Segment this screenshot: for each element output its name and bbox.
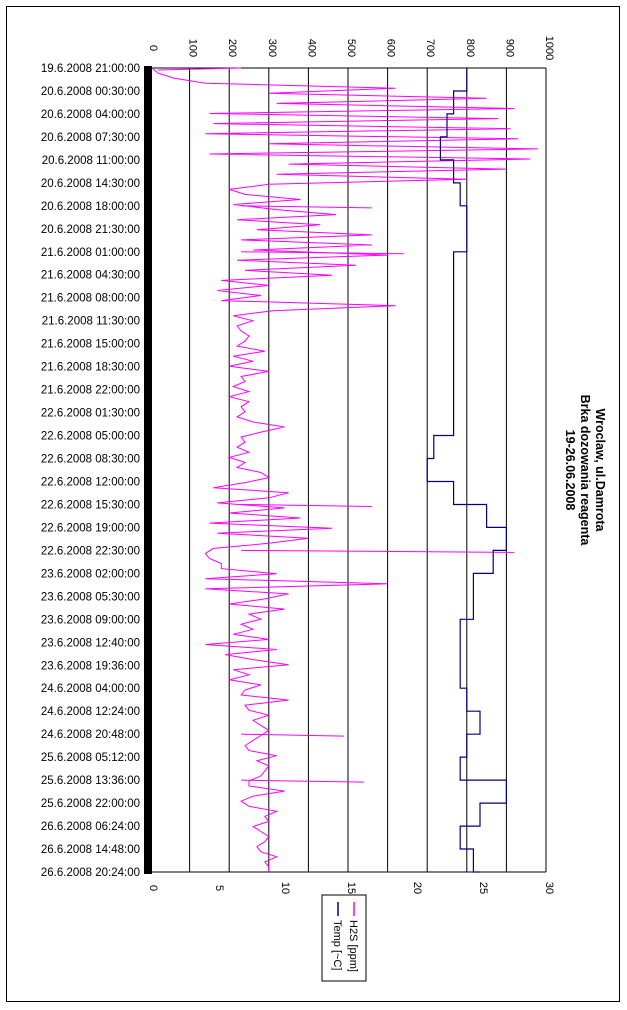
x-tick-label: 20.6.2008 14:30:00 — [41, 178, 140, 190]
x-tick-label: 26.6.2008 20:24:00 — [41, 867, 140, 879]
series-temp-line — [426, 68, 507, 873]
y-secondary-tick-label: 25 — [477, 882, 489, 894]
x-tick-label: 20.6.2008 11:00:00 — [42, 155, 140, 167]
y-secondary-tick-label: 10 — [279, 882, 291, 894]
x-tick-label: 21.6.2008 22:00:00 — [41, 385, 140, 397]
x-tick-label: 20.6.2008 18:00:00 — [41, 201, 140, 213]
x-tick-label: 23.6.2008 02:00:00 — [41, 568, 140, 580]
y-primary-tick-label: 500 — [345, 39, 357, 57]
x-tick-label: 22.6.2008 01:30:00 — [41, 408, 140, 420]
y-primary-tick-label: 800 — [464, 39, 476, 57]
y-secondary-tick-label: 20 — [411, 882, 423, 894]
y-primary-tick-label: 400 — [305, 39, 317, 57]
y-primary-tick-label: 900 — [503, 39, 515, 57]
y-secondary-tick-label: 5 — [213, 885, 225, 891]
chart-frame — [6, 6, 620, 1002]
series-h2s-spike — [241, 205, 372, 209]
series-h2s-spike — [241, 549, 515, 553]
x-tick-label: 20.6.2008 00:30:00 — [41, 86, 140, 98]
x-tick-label: 22.6.2008 19:00:00 — [41, 522, 140, 534]
series-h2s-spike — [241, 503, 372, 507]
legend-label: H2S [ppm] — [347, 920, 359, 972]
x-tick-label: 24.6.2008 12:24:00 — [41, 706, 140, 718]
chart-title-line: Brka dozowania reagenta — [578, 395, 592, 547]
x-tick-label: 24.6.2008 04:00:00 — [41, 683, 140, 695]
x-tick-label: 21.6.2008 11:30:00 — [42, 316, 140, 328]
series-h2s-spike — [157, 67, 242, 71]
series-h2s-spike — [241, 251, 404, 255]
legend-box — [321, 894, 367, 982]
x-tick-label: 25.6.2008 13:36:00 — [41, 775, 140, 787]
x-tick-label: 21.6.2008 04:30:00 — [41, 270, 140, 282]
x-tick-label: 20.6.2008 07:30:00 — [41, 132, 140, 144]
x-tick-label: 22.6.2008 22:30:00 — [41, 545, 140, 557]
x-tick-label: 22.6.2008 08:30:00 — [41, 454, 140, 466]
y-primary-tick-label: 700 — [424, 39, 436, 57]
x-tick-label: 19.6.2008 21:00:00 — [41, 63, 140, 75]
x-tick-label: 26.6.2008 06:24:00 — [41, 821, 140, 833]
x-tick-label: 25.6.2008 05:12:00 — [41, 752, 140, 764]
x-tick-label: 23.6.2008 09:00:00 — [41, 614, 140, 626]
y-primary-tick-label: 600 — [385, 39, 397, 57]
y-primary-tick-label: 200 — [226, 39, 238, 57]
x-tick-label: 21.6.2008 08:00:00 — [41, 293, 140, 305]
y-secondary-tick-label: 0 — [147, 885, 159, 891]
series-h2s-spike — [241, 779, 364, 783]
x-tick-label: 24.6.2008 20:48:00 — [41, 729, 140, 741]
series-h2s-spike — [241, 733, 345, 737]
series-h2s-line — [151, 67, 539, 872]
x-tick-label: 25.6.2008 22:00:00 — [41, 798, 140, 810]
x-tick-label: 22.6.2008 12:00:00 — [41, 476, 140, 488]
chart-title-line: 19-26.06.2008 — [563, 430, 577, 511]
x-tick-label: 22.6.2008 05:00:00 — [41, 431, 140, 443]
x-tick-label: 22.6.2008 15:30:00 — [41, 499, 140, 511]
x-tick-label: 26.6.2008 14:48:00 — [41, 844, 140, 856]
x-tick-label: 21.6.2008 18:30:00 — [41, 362, 140, 374]
x-tick-label: 23.6.2008 19:36:00 — [41, 660, 140, 672]
x-tick-label: 21.6.2008 01:00:00 — [41, 247, 140, 259]
x-tick-label: 21.6.2008 15:00:00 — [41, 339, 140, 351]
legend-label: Temp [~C] — [331, 920, 343, 970]
y-primary-tick-label: 100 — [187, 39, 199, 57]
y-primary-tick-label: 0 — [147, 45, 159, 51]
y-secondary-tick-label: 30 — [543, 882, 555, 894]
y-secondary-tick-label: 15 — [345, 882, 357, 894]
x-tick-label: 20.6.2008 21:30:00 — [41, 224, 140, 236]
x-tick-label: 23.6.2008 12:40:00 — [41, 637, 140, 649]
x-axis-tick-band — [144, 66, 152, 874]
y-primary-tick-label: 1000 — [543, 36, 555, 60]
chart-title-line: Wroclaw, ul.Damrota — [593, 409, 607, 533]
y-primary-tick-label: 300 — [266, 39, 278, 57]
x-tick-label: 23.6.2008 05:30:00 — [41, 591, 140, 603]
x-tick-label: 20.6.2008 04:00:00 — [41, 109, 140, 121]
